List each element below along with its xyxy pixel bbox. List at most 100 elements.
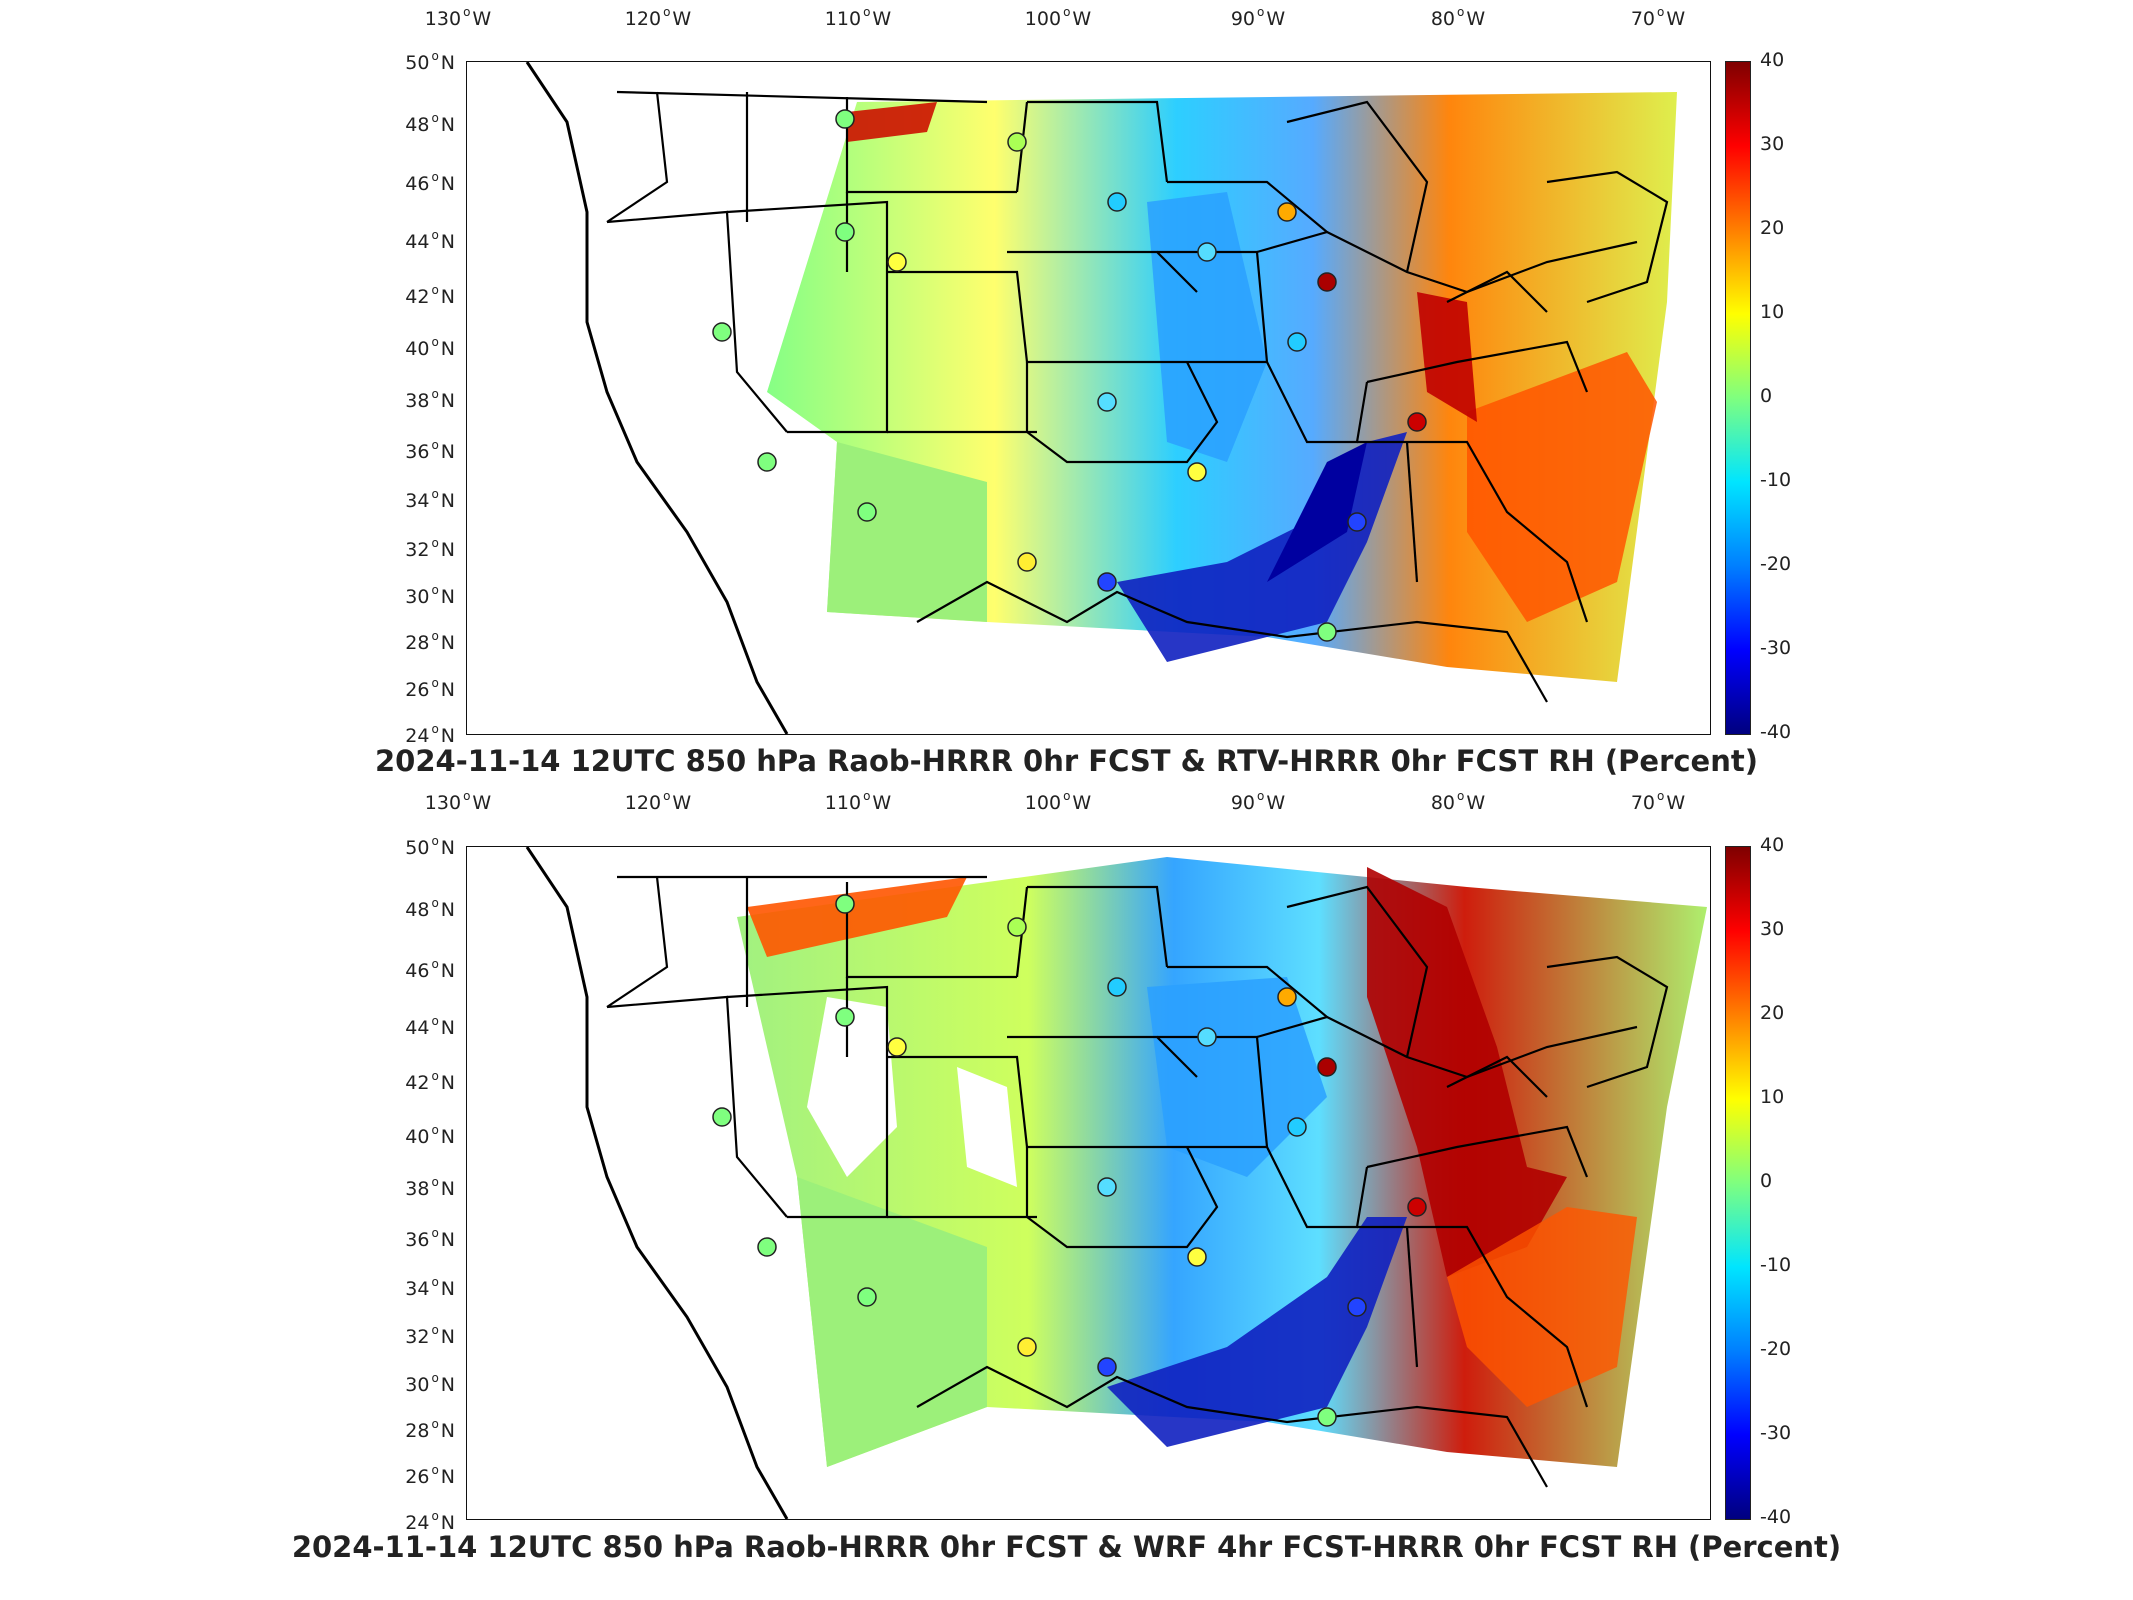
lat-tick: 32 o N [405, 536, 455, 561]
lon-tick: 110 o W [824, 5, 892, 30]
colorbar-tick: -20 [1760, 1338, 1792, 1360]
colorbar-tick: -10 [1760, 469, 1792, 491]
raob-station-marker [1007, 917, 1027, 937]
raob-station-marker [1347, 1297, 1367, 1317]
field-east-moist-band [1367, 867, 1567, 1277]
raob-station-marker [757, 452, 777, 472]
raob-station-marker [1317, 272, 1337, 292]
lat-tick: 48 o N [405, 896, 455, 921]
colorbar-tick: 0 [1760, 1170, 1773, 1192]
map-area [466, 846, 1711, 1520]
colorbar-tick: 40 [1760, 49, 1785, 71]
lat-tick: 38 o N [405, 1175, 455, 1200]
lat-tick: 44 o N [405, 228, 455, 253]
lat-tick: 50 o N [405, 49, 455, 74]
panel-bottom: 130 o W 120 o W 110 o W 100 o W 90 o W 80 o W 70 o W 5… [0, 788, 2133, 1600]
raob-station-marker [835, 109, 855, 129]
lat-tick: 26 o N [405, 1463, 455, 1488]
field-central-dry [1147, 192, 1267, 462]
lon-tick: 70 o W [1630, 789, 1686, 814]
lat-tick: 34 o N [405, 487, 455, 512]
colorbar-tick: 20 [1760, 1002, 1785, 1024]
lat-tick: 40 o N [405, 1123, 455, 1148]
raob-station-marker [1187, 462, 1207, 482]
lat-tick: 32 o N [405, 1323, 455, 1348]
raob-station-marker [887, 252, 907, 272]
colorbar-tick: -30 [1760, 1422, 1792, 1444]
raob-station-marker [1287, 332, 1307, 352]
raob-station-marker [1317, 1057, 1337, 1077]
raob-station-marker [1287, 1117, 1307, 1137]
raob-station-marker [835, 1007, 855, 1027]
lat-tick: 28 o N [405, 1417, 455, 1442]
state-boundaries [525, 62, 1669, 734]
raob-station-marker [1097, 392, 1117, 412]
lat-tick: 28 o N [405, 629, 455, 654]
raob-station-marker [857, 502, 877, 522]
lon-tick: 130 o W [424, 5, 492, 30]
lon-tick: 90 o W [1230, 789, 1286, 814]
lat-tick: 26 o N [405, 676, 455, 701]
field-west-dry-patch [807, 997, 897, 1177]
raob-station-marker [1347, 512, 1367, 532]
lat-tick: 44 o N [405, 1014, 455, 1039]
field-ohio-moist [1417, 292, 1477, 422]
colorbar-tick: 40 [1760, 834, 1785, 856]
raob-station-marker [1007, 132, 1027, 152]
panel-title: 2024-11-14 12UTC 850 hPa Raob-HRRR 0hr F… [374, 744, 1758, 778]
lat-tick: 40 o N [405, 335, 455, 360]
colorbar-tick: 10 [1760, 1086, 1785, 1108]
raob-station-marker [835, 222, 855, 242]
raob-station-marker [887, 1037, 907, 1057]
colorbar-tick: -40 [1760, 721, 1792, 743]
lat-tick: 50 o N [405, 834, 455, 859]
lat-tick: 48 o N [405, 111, 455, 136]
raob-station-marker [857, 1287, 877, 1307]
field-gulf-dry-band [1107, 1217, 1407, 1447]
colorbar-tick: 10 [1760, 301, 1785, 323]
field-west-dry-patch [957, 1067, 1017, 1187]
field-west-green [827, 442, 987, 622]
lon-tick: 120 o W [624, 5, 692, 30]
field-gulf-dry-band [1117, 432, 1407, 662]
rh-difference-map [525, 847, 1707, 1519]
lon-tick: 90 o W [1230, 5, 1286, 30]
lat-tick: 30 o N [405, 1371, 455, 1396]
raob-station-marker [1097, 1357, 1117, 1377]
raob-station-marker [1197, 1027, 1217, 1047]
colorbar-tick: -10 [1760, 1254, 1792, 1276]
lat-tick: 30 o N [405, 583, 455, 608]
raob-station-marker [1097, 1177, 1117, 1197]
raob-station-marker [1017, 552, 1037, 572]
raob-station-marker [757, 1237, 777, 1257]
raob-station-marker [1277, 987, 1297, 1007]
raob-station-marker [1197, 242, 1217, 262]
colorbar [1725, 846, 1751, 1520]
lat-tick: 38 o N [405, 387, 455, 412]
lon-tick: 70 o W [1630, 5, 1686, 30]
lat-tick: 36 o N [405, 438, 455, 463]
raob-station-marker [835, 894, 855, 914]
lon-tick: 100 o W [1024, 5, 1092, 30]
panel-top: 130 o W 120 o W 110 o W 100 o W 90 o W 80 o W 70 o W 5… [0, 0, 2133, 790]
colorbar [1725, 61, 1751, 735]
raob-station-marker [1107, 977, 1127, 997]
colorbar-tick: 20 [1760, 217, 1785, 239]
raob-station-marker [1107, 192, 1127, 212]
field-northwest-moist [747, 877, 967, 957]
lat-tick: 42 o N [405, 283, 455, 308]
colorbar-tick: 30 [1760, 133, 1785, 155]
raob-station-marker [1407, 412, 1427, 432]
map-area [466, 61, 1711, 735]
field-central-dry [1147, 977, 1327, 1177]
colorbar-tick: -40 [1760, 1506, 1792, 1528]
colorbar-tick: -20 [1760, 553, 1792, 575]
raob-station-marker [712, 1107, 732, 1127]
raob-station-marker [712, 322, 732, 342]
rh-difference-map [525, 62, 1677, 734]
field-east-moist [1467, 352, 1657, 622]
lon-tick: 120 o W [624, 789, 692, 814]
lat-tick: 42 o N [405, 1069, 455, 1094]
lat-tick: 24 o N [405, 722, 455, 747]
